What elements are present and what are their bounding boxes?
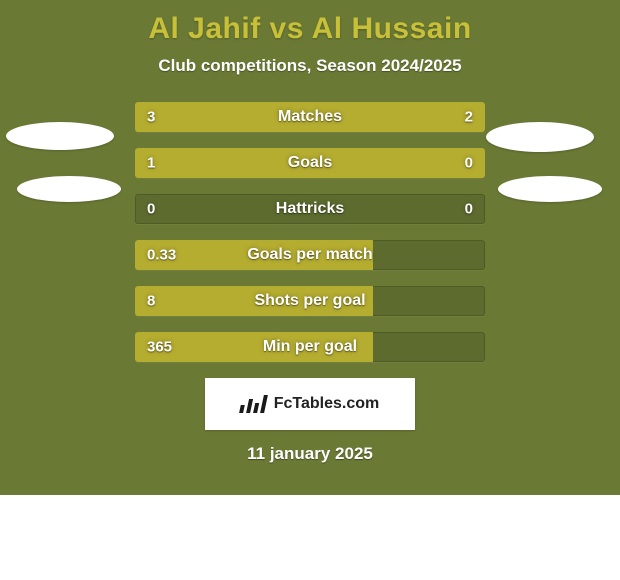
page-title: Al Jahif vs Al Hussain: [0, 12, 620, 46]
team-badge-placeholder: [486, 122, 594, 152]
left-value: 0: [147, 201, 155, 218]
left-value: 3: [147, 109, 155, 126]
left-value: 8: [147, 293, 155, 310]
stat-label: Shots per goal: [254, 292, 365, 310]
chart-icon: [239, 395, 268, 413]
stat-row: 0.33 Goals per match: [135, 240, 485, 270]
left-value: 0.33: [147, 247, 176, 264]
stat-label: Hattricks: [276, 200, 344, 218]
right-value: 0: [465, 155, 473, 172]
left-value: 1: [147, 155, 155, 172]
subtitle: Club competitions, Season 2024/2025: [0, 56, 620, 76]
brand-text: FcTables.com: [274, 395, 380, 413]
left-value: 365: [147, 339, 172, 356]
stat-row: 0 0 Hattricks: [135, 194, 485, 224]
stat-label: Min per goal: [263, 338, 357, 356]
stat-row: 8 Shots per goal: [135, 286, 485, 316]
stat-label: Goals per match: [247, 246, 372, 264]
stat-row: 3 2 Matches: [135, 102, 485, 132]
team-badge-placeholder: [17, 176, 121, 202]
generation-date: 11 january 2025: [0, 444, 620, 464]
stat-row: 1 0 Goals: [135, 148, 485, 178]
brand-logo: FcTables.com: [205, 378, 415, 430]
stat-label: Goals: [288, 154, 332, 172]
right-value: 2: [465, 109, 473, 126]
team-badge-placeholder: [498, 176, 602, 202]
left-bar: [135, 148, 398, 178]
stat-label: Matches: [278, 108, 342, 126]
team-badge-placeholder: [6, 122, 114, 150]
comparison-card: Al Jahif vs Al Hussain Club competitions…: [0, 0, 620, 495]
right-value: 0: [465, 201, 473, 218]
stat-row: 365 Min per goal: [135, 332, 485, 362]
